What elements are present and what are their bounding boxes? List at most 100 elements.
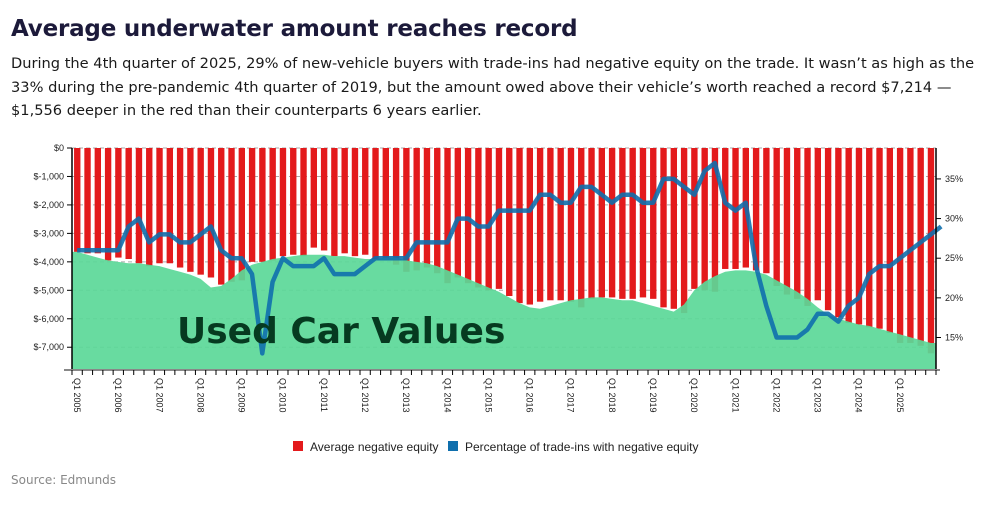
bar bbox=[331, 148, 338, 257]
bar bbox=[557, 148, 564, 301]
bar bbox=[824, 148, 832, 311]
page-subtitle: During the 4th quarter of 2025, 29% of n… bbox=[11, 55, 975, 119]
x-tick-label: Q1 2024 bbox=[854, 378, 864, 413]
bar bbox=[310, 148, 318, 248]
x-tick-label: Q1 2025 bbox=[895, 378, 905, 413]
bar bbox=[146, 148, 153, 267]
bar bbox=[876, 148, 883, 329]
bar bbox=[94, 148, 102, 254]
legend-label-percentage: Percentage of trade-ins with negative eq… bbox=[465, 440, 698, 454]
bar bbox=[403, 148, 410, 272]
bar bbox=[320, 148, 328, 251]
bar bbox=[588, 148, 595, 299]
bar bbox=[536, 148, 544, 302]
bar bbox=[773, 148, 780, 287]
bar bbox=[650, 148, 657, 299]
x-tick-label: Q1 2015 bbox=[483, 378, 493, 413]
bar bbox=[506, 148, 513, 296]
y-tick-label: $-7,000 bbox=[33, 342, 64, 352]
x-tick-label: Q1 2013 bbox=[401, 378, 411, 413]
legend-swatch-percentage bbox=[448, 441, 458, 451]
used-car-values-area bbox=[72, 251, 936, 370]
bar bbox=[763, 148, 770, 274]
page-title: Average underwater amount reaches record bbox=[11, 16, 578, 42]
bar bbox=[639, 148, 647, 298]
bar bbox=[166, 148, 174, 264]
bar bbox=[372, 148, 379, 261]
combo-chart: Used Car Values $0$-1,000$-2,000$-3,000$… bbox=[33, 143, 963, 454]
legend-label-negative-equity: Average negative equity bbox=[310, 440, 439, 454]
bar bbox=[845, 148, 852, 324]
y2-tick-label: 35% bbox=[945, 174, 963, 184]
legend-swatch-negative-equity bbox=[293, 441, 303, 451]
bar bbox=[711, 148, 719, 292]
x-tick-label: Q1 2007 bbox=[154, 378, 164, 413]
line-series bbox=[77, 160, 943, 356]
y2-tick-label: 20% bbox=[945, 293, 963, 303]
bar bbox=[135, 148, 143, 264]
bar bbox=[238, 148, 246, 281]
bar bbox=[125, 148, 132, 259]
x-tick-label: Q1 2012 bbox=[360, 378, 370, 413]
area-series bbox=[72, 251, 936, 370]
y-tick-label: $-4,000 bbox=[33, 257, 64, 267]
bar bbox=[680, 148, 688, 314]
bar bbox=[516, 148, 523, 304]
bar bbox=[290, 148, 297, 255]
y-tick-label: $0 bbox=[54, 143, 64, 153]
bar bbox=[495, 148, 503, 289]
bar bbox=[752, 148, 760, 271]
bar bbox=[434, 148, 441, 274]
bar bbox=[547, 148, 554, 301]
y2-tick-label: 15% bbox=[945, 332, 963, 342]
bar bbox=[423, 148, 431, 268]
bar bbox=[804, 148, 811, 306]
bar bbox=[701, 148, 708, 291]
y-tick-label: $-6,000 bbox=[33, 314, 64, 324]
x-tick-label: Q1 2022 bbox=[771, 378, 781, 413]
bar bbox=[269, 148, 276, 261]
bar bbox=[279, 148, 287, 257]
x-tick-label: Q1 2010 bbox=[278, 378, 288, 413]
y2-tick-label: 25% bbox=[945, 253, 963, 263]
bar bbox=[886, 148, 894, 333]
axes: $0 $-1,000 $-2,000 $-3,000 $-4,000 $-5,000 $-6… bbox=[33, 143, 963, 413]
bar bbox=[927, 148, 935, 354]
bar bbox=[259, 148, 266, 262]
bar bbox=[866, 148, 873, 328]
x-tick-label: Q1 2009 bbox=[237, 378, 247, 413]
bar bbox=[608, 148, 616, 298]
source-note: Source: Edmunds bbox=[11, 473, 117, 487]
x-tick-label: Q1 2020 bbox=[689, 378, 699, 413]
x-tick-label: Q1 2016 bbox=[525, 378, 535, 413]
bar bbox=[475, 148, 482, 288]
x-tick-label: Q1 2017 bbox=[566, 378, 576, 413]
bar bbox=[526, 148, 534, 305]
bar bbox=[341, 148, 348, 254]
y-tick-label: $-2,000 bbox=[33, 200, 64, 210]
y-tick-label: $-5,000 bbox=[33, 285, 64, 295]
bar bbox=[454, 148, 462, 278]
bar bbox=[392, 148, 400, 265]
bar bbox=[629, 148, 636, 299]
bar bbox=[187, 148, 194, 272]
bar bbox=[783, 148, 791, 295]
bar bbox=[362, 148, 369, 255]
x-tick-label: Q1 2006 bbox=[113, 378, 123, 413]
x-tick-label: Q1 2014 bbox=[442, 378, 452, 413]
bar bbox=[115, 148, 122, 258]
bar bbox=[619, 148, 626, 299]
bar bbox=[464, 148, 472, 284]
bar bbox=[197, 148, 204, 275]
bar bbox=[578, 148, 585, 308]
bar bbox=[896, 148, 904, 343]
bar bbox=[248, 148, 256, 262]
bar bbox=[835, 148, 842, 318]
bar bbox=[567, 148, 575, 302]
bar bbox=[84, 148, 91, 254]
bar bbox=[176, 148, 184, 268]
bar bbox=[660, 148, 667, 308]
bar bbox=[104, 148, 112, 261]
bar bbox=[218, 148, 225, 285]
bar bbox=[413, 148, 420, 271]
